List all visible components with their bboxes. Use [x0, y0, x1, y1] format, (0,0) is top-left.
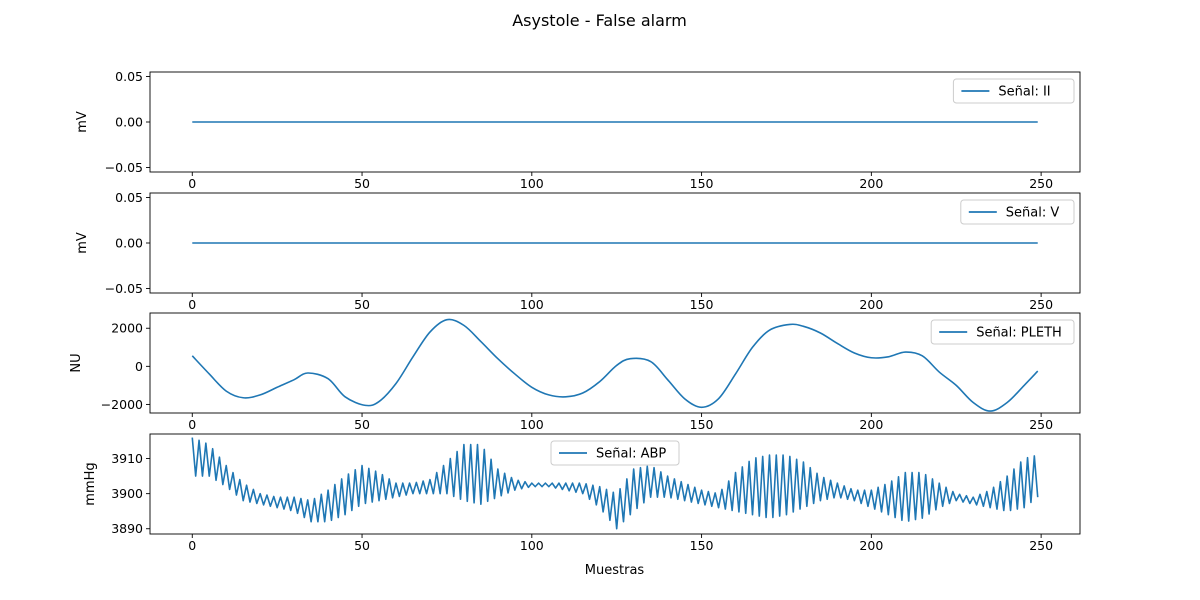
x-tick-label: 250	[1029, 297, 1053, 312]
y-tick-label: 0	[135, 359, 143, 374]
x-tick-label: 250	[1029, 538, 1053, 553]
x-tick-label: 0	[188, 176, 196, 191]
x-axis-label: Muestras	[585, 563, 645, 578]
legend: Señal: PLETH	[930, 319, 1075, 345]
x-tick-label: 0	[188, 538, 196, 553]
legend-box	[930, 319, 1075, 345]
x-tick-label: 200	[859, 297, 883, 312]
x-tick-label: 50	[354, 417, 370, 432]
x-tick-label: 100	[520, 176, 544, 191]
y-tick-label: 0.00	[115, 115, 143, 130]
legend: Señal: V	[960, 199, 1075, 225]
y-tick-label: −2000	[101, 397, 143, 412]
x-tick-label: 200	[859, 417, 883, 432]
y-axis-label: mV	[75, 232, 90, 254]
y-tick-label: 3910	[111, 451, 143, 466]
x-tick-label: 250	[1029, 417, 1053, 432]
y-tick-label: 3900	[111, 486, 143, 501]
y-axis-label: mmHg	[83, 462, 98, 505]
subplot-2: 0 50 100 150 200 250 −0.05 0.00 0.05 mV Señal: V	[75, 190, 1081, 312]
x-tick-label: 150	[690, 297, 714, 312]
x-tick-label: 200	[859, 538, 883, 553]
y-tick-label: 0.05	[115, 190, 143, 205]
plot-frame	[149, 312, 1081, 414]
legend-box	[960, 199, 1075, 225]
y-tick-label: 0.05	[115, 69, 143, 84]
x-tick-label: 0	[188, 417, 196, 432]
y-tick-label: −0.05	[105, 160, 143, 175]
x-tick-label: 100	[520, 297, 544, 312]
y-axis-label: NU	[69, 353, 84, 372]
y-axis-label: mV	[75, 111, 90, 133]
legend-label: Señal: II	[998, 85, 1050, 100]
x-tick-label: 150	[690, 417, 714, 432]
x-tick-label: 100	[520, 417, 544, 432]
subplot-1: 0 50 100 150 200 250 −0.05 0.00 0.05 mV Señal: II	[75, 69, 1081, 191]
x-tick-label: 50	[354, 176, 370, 191]
legend-label: Señal: V	[1006, 206, 1060, 221]
x-tick-label: 150	[690, 176, 714, 191]
subplot-3: 0 50 100 150 200 250 −2000 0 2000 NU Señal: PLETH	[69, 312, 1081, 432]
x-tick-label: 0	[188, 297, 196, 312]
y-tick-label: 2000	[111, 321, 143, 336]
legend-box	[952, 78, 1075, 104]
x-tick-label: 250	[1029, 176, 1053, 191]
x-tick-label: 50	[354, 297, 370, 312]
series-line	[191, 437, 1039, 530]
legend-label: Señal: PLETH	[976, 326, 1062, 341]
legend: Señal: II	[952, 78, 1075, 104]
y-tick-label: 3890	[111, 521, 143, 536]
subplot-4: 0 50 100 150 200 250 3890 3900 3910 mmHg Señal: AB…	[83, 433, 1081, 553]
figure-title: Asystole - False alarm	[512, 11, 687, 30]
x-tick-label: 100	[520, 538, 544, 553]
x-tick-label: 150	[690, 538, 714, 553]
y-tick-label: −0.05	[105, 281, 143, 296]
y-tick-label: 0.00	[115, 236, 143, 251]
series-line	[191, 318, 1039, 412]
legend-box	[550, 440, 680, 466]
legend-label: Señal: ABP	[596, 447, 666, 462]
x-tick-label: 200	[859, 176, 883, 191]
x-tick-label: 50	[354, 538, 370, 553]
legend: Señal: ABP	[550, 440, 680, 466]
